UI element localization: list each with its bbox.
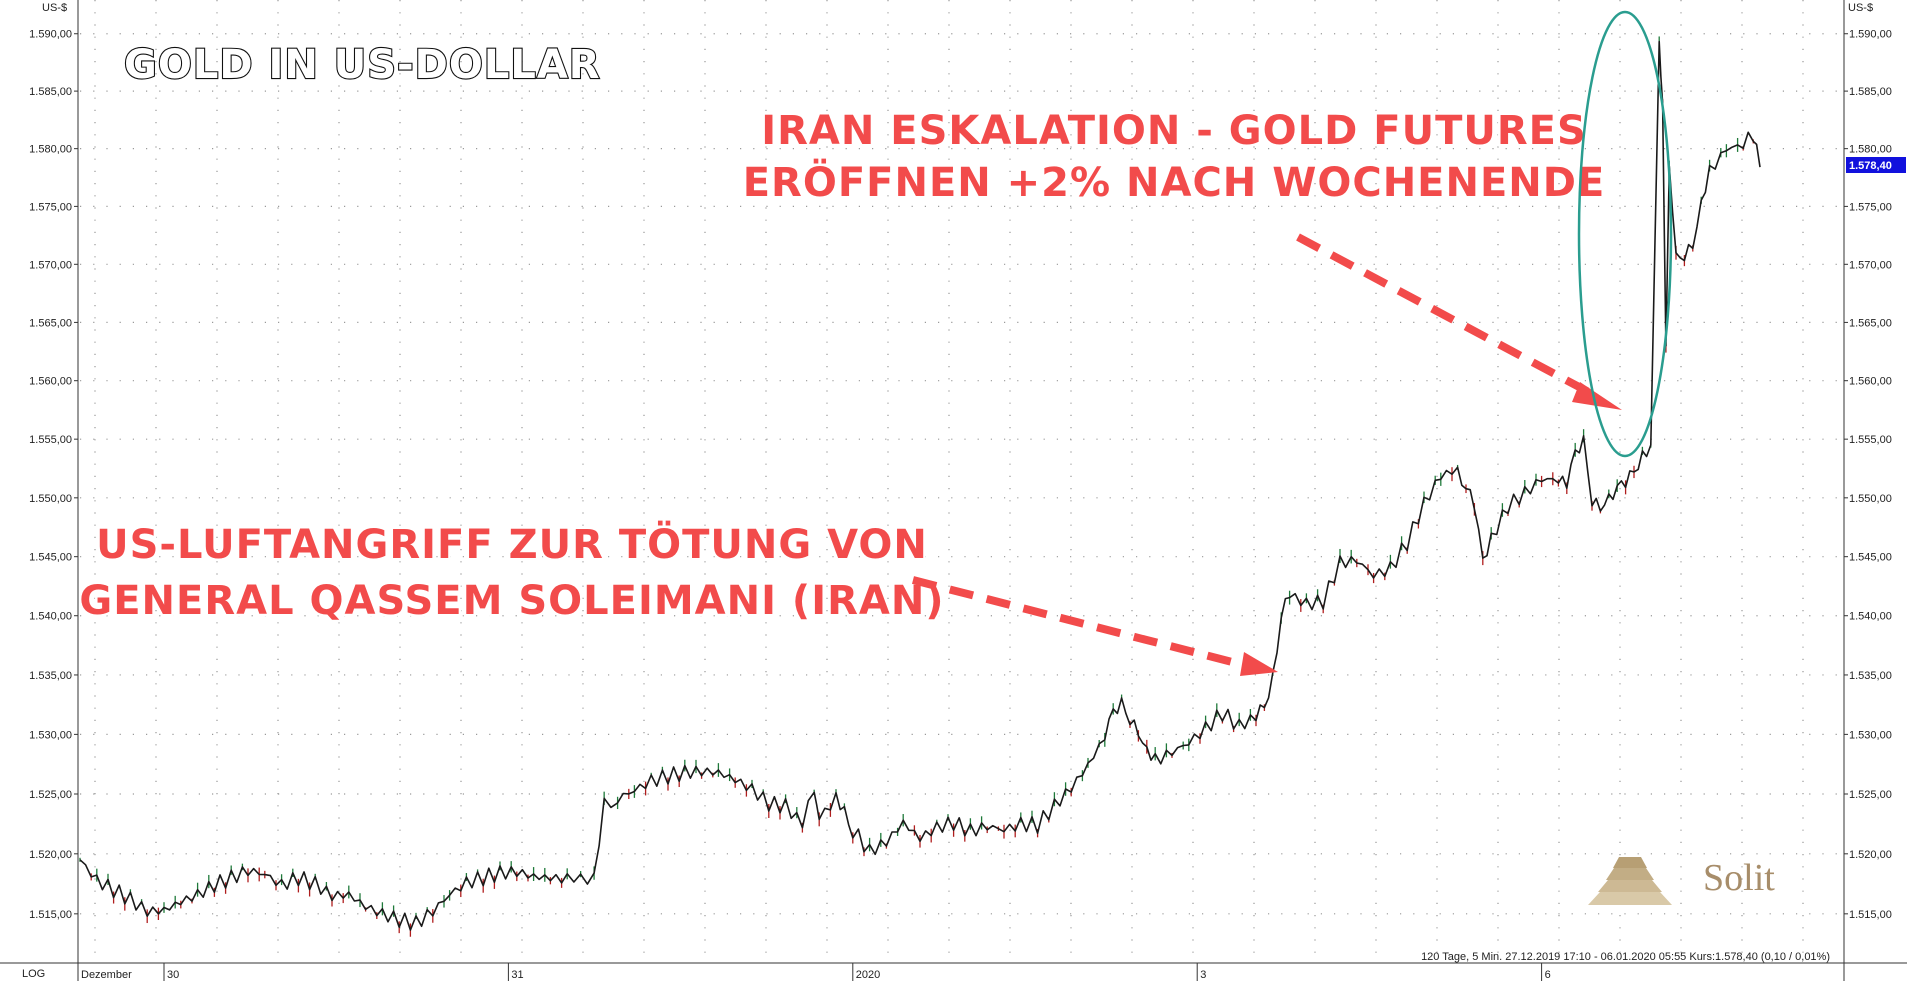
y-tick-label-left: 1.520,00 (29, 849, 72, 861)
chart-info-line: 120 Tage, 5 Min. 27.12.2019 17:10 - 06.0… (1421, 951, 1830, 963)
x-tick-label: 30 (167, 969, 179, 981)
y-tick-label-left: 1.535,00 (29, 670, 72, 682)
y-tick-label-right: 1.535,00 (1849, 670, 1892, 682)
y-tick-label-left: 1.585,00 (29, 86, 72, 98)
y-tick-label-right: 1.550,00 (1849, 493, 1892, 505)
y-tick-label-right: 1.540,00 (1849, 611, 1892, 623)
y-tick-label-left: 1.580,00 (29, 144, 72, 156)
x-axis: Dezember 30 31 2020 3 6 (77, 963, 1551, 981)
arrow-to-gap-open (1296, 233, 1622, 410)
y-tick-label-left: 1.565,00 (29, 317, 72, 329)
y-tick-label-left: 1.560,00 (29, 376, 72, 388)
y-tick-label-left: 1.555,00 (29, 434, 72, 446)
spike-highlight-ellipse (1577, 10, 1673, 458)
logo-text: Solit (1703, 857, 1775, 899)
x-tick-label: 6 (1545, 969, 1551, 981)
y-tick-label-right: 1.560,00 (1849, 376, 1892, 388)
y-tick-label-right: 1.570,00 (1849, 259, 1892, 271)
x-tick-label: 2020 (856, 969, 880, 981)
y-tick-label-right: 1.585,00 (1849, 86, 1892, 98)
svg-text:1.578,40: 1.578,40 (1849, 160, 1892, 172)
y-tick-label-right: 1.555,00 (1849, 434, 1892, 446)
y-tick-label-right: 1.525,00 (1849, 789, 1892, 801)
arrow-to-airstrike-rally (912, 576, 1278, 676)
price-series-line (79, 40, 1761, 931)
y-tick-label-left: 1.540,00 (29, 611, 72, 623)
y-tick-label-left: 1.545,00 (29, 552, 72, 564)
annotation-iran-line-2: ERÖFFNEN +2% NACH WOCHENENDE (743, 158, 1606, 206)
y-tick-label-right: 1.530,00 (1849, 729, 1892, 741)
y-unit-left: US-$ (42, 2, 67, 14)
y-tick-label-left: 1.575,00 (29, 201, 72, 213)
y-tick-label-right: 1.580,00 (1849, 144, 1892, 156)
y-axis-right: 1.515,00 1.520,00 1.525,00 1.530,00 1.535,00… (1844, 29, 1892, 921)
last-price-tag: 1.578,40 (1846, 157, 1906, 173)
annotation-iran-line-1: IRAN ESKALATION - GOLD FUTURES (761, 108, 1587, 154)
y-tick-label-right: 1.520,00 (1849, 849, 1892, 861)
chart-title: GOLD IN US-DOLLAR (124, 42, 601, 88)
y-tick-label-left: 1.570,00 (29, 259, 72, 271)
y-tick-label-left: 1.550,00 (29, 493, 72, 505)
gold-bar-pyramid-icon (1588, 857, 1672, 905)
x-tick-label: Dezember (81, 969, 132, 981)
log-scale-label: LOG (22, 968, 45, 980)
y-tick-label-right: 1.590,00 (1849, 29, 1892, 41)
solit-logo: Solit (1588, 857, 1775, 905)
y-tick-label-left: 1.530,00 (29, 729, 72, 741)
y-tick-label-right: 1.565,00 (1849, 317, 1892, 329)
y-axis-left: 1.515,00 1.520,00 1.525,00 1.530,00 1.535,00… (29, 29, 78, 921)
x-tick-label: 31 (511, 969, 523, 981)
y-tick-label-right: 1.575,00 (1849, 201, 1892, 213)
y-tick-label-left: 1.590,00 (29, 29, 72, 41)
y-tick-label-left: 1.525,00 (29, 789, 72, 801)
x-tick-label: 3 (1200, 969, 1206, 981)
y-tick-label-right: 1.545,00 (1849, 552, 1892, 564)
y-tick-label-right: 1.515,00 (1849, 909, 1892, 921)
y-tick-label-left: 1.515,00 (29, 909, 72, 921)
y-unit-right: US-$ (1848, 2, 1873, 14)
annotation-airstrike-line-1: US-LUFTANGRIFF ZUR TÖTUNG VON (96, 520, 928, 568)
annotation-airstrike-line-2: GENERAL QASSEM SOLEIMANI (IRAN) (79, 578, 944, 624)
